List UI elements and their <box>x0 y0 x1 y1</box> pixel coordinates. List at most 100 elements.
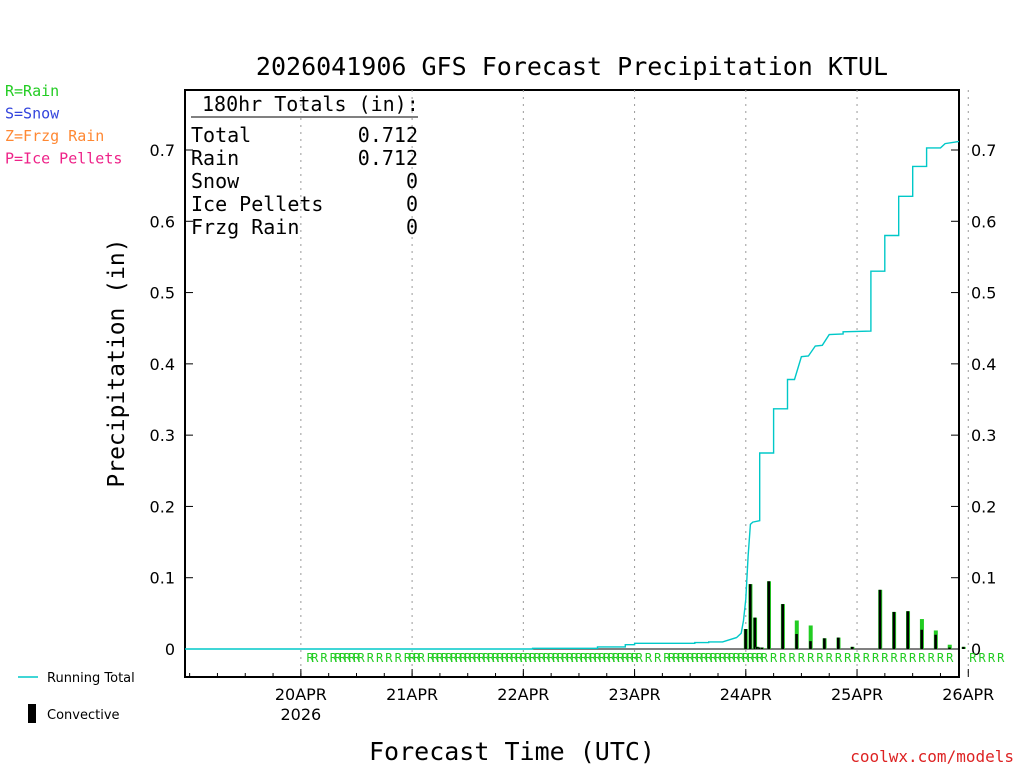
convective-bar <box>892 611 896 649</box>
totals-box: 180hr Totals (in): Total 0.712 Rain 0.712 Sno… <box>191 92 419 239</box>
ptype-marker: R <box>654 651 662 665</box>
ptype-marker: R <box>900 651 908 665</box>
ptype-marker: R <box>622 651 630 665</box>
ptype-marker: R <box>724 651 732 665</box>
ptype-marker: R <box>937 651 945 665</box>
y-axis-ticks: 0 00.1 0.10.2 0.20.3 0.30.4 0.40.5 0.50.6 0.60.… <box>150 141 997 659</box>
convective-bar <box>809 641 812 649</box>
y-tick-label-left: 0.3 <box>150 426 175 445</box>
ptype-marker: R <box>835 651 843 665</box>
convective-bar <box>823 638 826 649</box>
day-gridlines <box>300 90 969 677</box>
ptype-marker: R <box>798 651 806 665</box>
ptype-marker: R <box>691 651 699 665</box>
ptype-marker: R <box>543 651 551 665</box>
y-tick-label-left: 0.2 <box>150 497 175 516</box>
convective-legend-label: Convective <box>47 708 120 723</box>
ptype-marker: R <box>770 651 778 665</box>
y-tick-label-right: 0.2 <box>971 497 996 516</box>
ptype-marker: R <box>320 651 328 665</box>
ptype-marker: R <box>789 651 797 665</box>
ptype-marker: R <box>747 651 755 665</box>
ptype-marker: R <box>459 651 467 665</box>
convective-bar <box>760 647 764 649</box>
ptype-marker: R <box>626 651 634 665</box>
totals-row-label: Ice Pellets <box>191 192 323 216</box>
ptype-marker: R <box>844 651 852 665</box>
ptype-marker: R <box>353 651 361 665</box>
ptype-marker: R <box>918 651 926 665</box>
ptype-marker: R <box>909 651 917 665</box>
ptype-marker: R <box>510 651 518 665</box>
ptype-marker: R <box>631 651 639 665</box>
series-legend: Running Total Convective <box>18 671 135 723</box>
ptype-marker: R <box>339 651 347 665</box>
ptype-marker: R <box>807 651 815 665</box>
y-tick-label-left: 0.7 <box>150 141 175 160</box>
y-tick-label-right: 0 <box>971 640 981 659</box>
convective-bar <box>920 629 924 649</box>
ptype-marker: R <box>589 651 597 665</box>
convective-bar <box>781 604 784 649</box>
ptype-legend-item: R=Rain <box>5 82 59 100</box>
y-tick-label-left: 0.1 <box>150 569 175 588</box>
ptype-marker: R <box>408 651 416 665</box>
ptype-marker: R <box>506 651 514 665</box>
ptype-marker: R <box>969 651 977 665</box>
ptype-marker: R <box>863 651 871 665</box>
ptype-marker: R <box>761 651 769 665</box>
ptype-marker: R <box>668 651 676 665</box>
ptype-marker: R <box>890 651 898 665</box>
ptype-marker: R <box>376 651 384 665</box>
ptype-marker: R <box>571 651 579 665</box>
ptype-marker: R <box>446 651 454 665</box>
ptype-marker: R <box>728 651 736 665</box>
ptype-marker: R <box>557 651 565 665</box>
convective-bar <box>850 646 854 649</box>
ptype-marker: R <box>344 651 352 665</box>
ptype-legend-item: Z=Frzg Rain <box>5 127 104 145</box>
ptype-marker: R <box>733 651 741 665</box>
ptype-marker: R <box>483 651 491 665</box>
ptype-marker: R <box>473 651 481 665</box>
totals-row-label: Total <box>191 123 251 147</box>
x-tick-label: 20APR <box>275 685 327 704</box>
convective-bar <box>753 617 757 649</box>
ptype-marker: R <box>779 651 787 665</box>
x-tick-sublabel: 2026 <box>281 705 322 724</box>
ptype-marker: R <box>520 651 528 665</box>
x-axis-label: Forecast Time (UTC) <box>369 737 655 766</box>
ptype-marker: R <box>663 651 671 665</box>
ptype-marker: R <box>334 651 342 665</box>
ptype-marker: R <box>413 651 421 665</box>
totals-row-value: 0.712 <box>358 146 418 170</box>
totals-row-value: 0 <box>406 169 418 193</box>
y-tick-label-left: 0.4 <box>150 355 175 374</box>
convective-bar <box>755 646 759 649</box>
convective-bar <box>836 637 840 649</box>
ptype-marker: R <box>497 651 505 665</box>
ptype-marker: R <box>738 651 746 665</box>
x-tick-label: 21APR <box>386 685 438 704</box>
ptype-marker: R <box>561 651 569 665</box>
y-tick-label-right: 0.6 <box>971 212 996 231</box>
y-tick-label-right: 0.5 <box>971 284 996 303</box>
y-axis-label: Precipitation (in) <box>104 238 130 487</box>
ptype-marker: R <box>756 651 764 665</box>
ptype-marker: R <box>636 651 644 665</box>
ptype-marker: R <box>705 651 713 665</box>
y-tick-label-right: 0.4 <box>971 355 996 374</box>
chart-title: 2026041906 GFS Forecast Precipitation KT… <box>256 52 888 81</box>
ptype-legend-item: S=Snow <box>5 105 60 123</box>
ptype-marker: R <box>311 651 319 665</box>
ptype-marker: R <box>455 651 463 665</box>
ptype-marker: R <box>687 651 695 665</box>
plot-area <box>184 89 960 678</box>
y-tick-label-right: 0.1 <box>971 569 996 588</box>
ptype-marker: R <box>580 651 588 665</box>
ptype-marker: R <box>677 651 685 665</box>
totals-row-label: Snow <box>191 169 240 193</box>
ptype-marker: R <box>696 651 704 665</box>
